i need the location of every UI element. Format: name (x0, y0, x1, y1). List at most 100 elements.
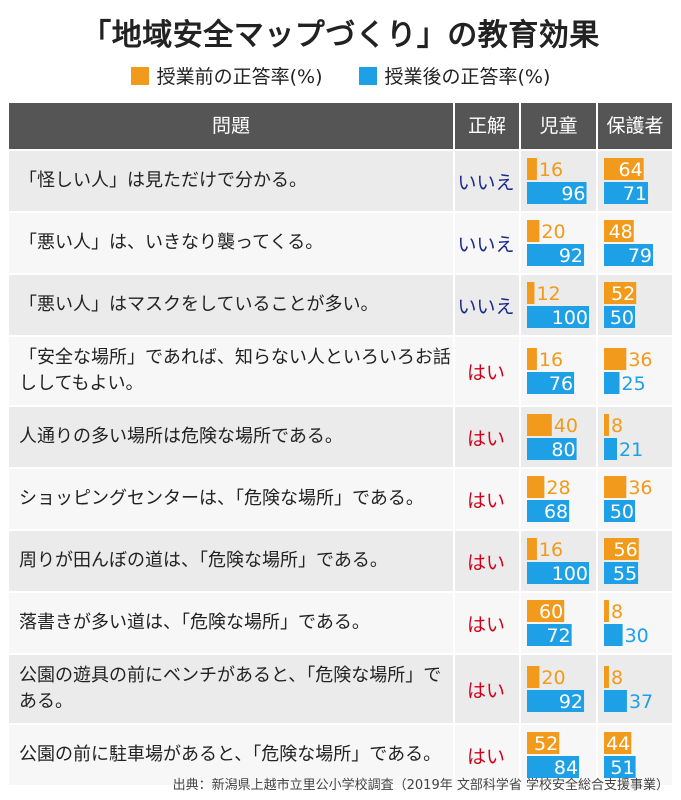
column-divider (596, 655, 598, 723)
parents-value-after: 30 (625, 625, 649, 647)
parents-value-after: 55 (613, 563, 637, 585)
correct-answer: はい (466, 489, 505, 512)
parents-bar-after (604, 624, 623, 646)
parents-bar-after (604, 690, 627, 712)
question-text: 公園の遊具の前にベンチがあると、「危険な場所」である。 (19, 665, 442, 712)
legend-swatch-after (358, 66, 377, 85)
column-divider (453, 213, 455, 273)
source-note: 出典：新潟県上越市立里公小学校調査（2019年 文部科学省 学校安全総合支援事業… (172, 778, 669, 793)
question-text: 公園の前に駐車場があると、「危険な場所」である。 (19, 744, 442, 765)
children-bar-after (527, 624, 572, 646)
table-row: ショッピングセンターは、「危険な場所」である。 はい 28 68 36 50 (9, 467, 672, 529)
children-bar-after (527, 562, 589, 584)
column-divider (596, 725, 598, 785)
column-divider (453, 275, 455, 335)
parents-value-after: 79 (628, 245, 652, 267)
legend-label-before: 授業前の正答率(%) (156, 66, 323, 88)
correct-answer: はい (466, 613, 505, 636)
parents-bar-after (604, 438, 618, 460)
children-bar-before (527, 414, 552, 436)
question-text: 「怪しい人」は見ただけで分かる。 (19, 170, 307, 191)
parents-bar-chart: 8 37 (604, 666, 653, 713)
children-bar-after (527, 372, 575, 394)
column-divider (519, 337, 521, 405)
table-row: 人通りの多い場所は危険な場所である。 はい 40 80 8 21 (9, 405, 672, 467)
children-bar-after (527, 690, 585, 712)
children-bar-after (527, 306, 589, 328)
column-divider (453, 469, 455, 529)
parents-bar-after (604, 372, 620, 394)
parents-value-after: 21 (619, 439, 643, 461)
column-divider (453, 151, 455, 211)
column-divider (596, 213, 598, 273)
children-value-after: 80 (551, 439, 575, 461)
table-row: 「怪しい人」は見ただけで分かる。 いいえ 16 96 64 71 (9, 149, 672, 211)
children-value-after: 96 (561, 183, 585, 205)
table-body: 「怪しい人」は見ただけで分かる。 いいえ 16 96 64 71 「悪い人」は、いきなり襲っ… (9, 149, 672, 785)
table-row: 「安全な場所」であれば、知らない人といろいろお話ししてもよい。 はい 16 76 36 2… (9, 335, 672, 405)
header-divider (596, 103, 598, 149)
children-value-after: 92 (559, 245, 583, 267)
children-value-after: 72 (546, 625, 570, 647)
correct-answer: いいえ (457, 233, 515, 256)
table-row: 「悪い人」は、いきなり襲ってくる。 いいえ 20 92 48 79 (9, 211, 672, 273)
children-bar-before (527, 476, 545, 498)
parents-bar-chart: 830 (604, 600, 649, 647)
children-value-after: 68 (544, 501, 568, 523)
parents-bar-after (604, 244, 653, 266)
column-divider (596, 593, 598, 653)
column-divider (519, 275, 521, 335)
parents-bar-before (604, 282, 637, 304)
correct-answer: いいえ (457, 295, 515, 318)
parents-value-before: 64 (618, 159, 642, 181)
children-value-before: 40 (554, 415, 578, 437)
question-text: ショッピングセンターは、「危険な場所」である。 (19, 488, 424, 509)
parents-bar-after (604, 182, 649, 204)
children-value-after: 76 (549, 373, 573, 395)
parents-bar-before (604, 666, 609, 688)
children-bar-after (527, 756, 580, 778)
parents-value-after: 50 (610, 307, 634, 329)
children-value-after: 100 (552, 307, 588, 329)
correct-answer: はい (466, 427, 505, 450)
column-divider (453, 593, 455, 653)
column-divider (453, 725, 455, 785)
column-divider (519, 725, 521, 785)
parents-value-before: 48 (609, 221, 633, 243)
column-divider (519, 531, 521, 591)
question-text: 「安全な場所」であれば、知らない人といろいろお話ししてもよい。 (19, 347, 451, 394)
column-divider (596, 275, 598, 335)
parents-value-after: 37 (629, 691, 653, 713)
legend-item-before: 授業前の正答率(%) (130, 62, 323, 89)
table-row: 公園の遊具の前にベンチがあると、「危険な場所」である。 はい 20 92 8 37 (9, 653, 672, 723)
header-divider (453, 103, 455, 149)
parents-bar-before (604, 538, 639, 560)
children-bar-before (527, 666, 540, 688)
column-divider (596, 151, 598, 211)
column-divider (596, 407, 598, 467)
correct-answer: はい (466, 551, 505, 574)
parents-bar-before (604, 732, 632, 754)
header-answer: 正解 (467, 115, 506, 137)
correct-answer: はい (466, 361, 505, 384)
column-divider (596, 337, 598, 405)
parents-bar-before (604, 348, 627, 370)
parents-bar-after (604, 500, 635, 522)
children-value-before: 16 (539, 349, 563, 371)
parents-bar-before (604, 220, 634, 242)
parents-value-before: 52 (611, 283, 635, 305)
children-value-after: 84 (554, 757, 578, 779)
children-value-before: 20 (541, 667, 565, 689)
children-value-before: 60 (539, 601, 563, 623)
column-divider (519, 213, 521, 273)
